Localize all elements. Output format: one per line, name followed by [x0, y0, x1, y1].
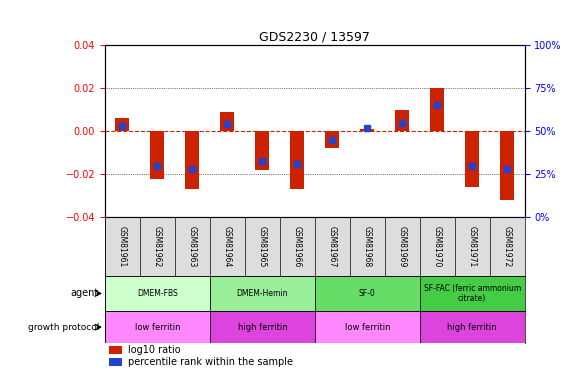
Text: percentile rank within the sample: percentile rank within the sample — [128, 357, 293, 367]
Bar — [500, 131, 514, 200]
Text: SF-0: SF-0 — [359, 289, 375, 298]
Bar — [210, 276, 315, 311]
Text: DMEM-Hemin: DMEM-Hemin — [237, 289, 288, 298]
Bar — [395, 110, 409, 131]
Bar — [105, 311, 210, 343]
Text: GSM81962: GSM81962 — [153, 226, 162, 267]
Text: GSM81968: GSM81968 — [363, 226, 372, 267]
Text: SF-FAC (ferric ammonium
citrate): SF-FAC (ferric ammonium citrate) — [424, 284, 521, 303]
Text: GSM81966: GSM81966 — [293, 226, 302, 267]
Text: GSM81965: GSM81965 — [258, 226, 267, 267]
Bar — [210, 311, 315, 343]
Text: low ferritin: low ferritin — [135, 322, 180, 332]
Text: high ferritin: high ferritin — [237, 322, 287, 332]
Text: GSM81969: GSM81969 — [398, 226, 407, 267]
Text: low ferritin: low ferritin — [345, 322, 390, 332]
Bar — [115, 118, 129, 131]
Text: GSM81972: GSM81972 — [503, 226, 512, 267]
Bar — [360, 129, 374, 131]
Title: GDS2230 / 13597: GDS2230 / 13597 — [259, 31, 370, 44]
Bar — [109, 346, 122, 354]
Text: GSM81964: GSM81964 — [223, 226, 232, 267]
Bar — [220, 112, 234, 131]
Text: growth protocol: growth protocol — [28, 322, 99, 332]
Bar — [109, 358, 122, 366]
Bar — [420, 311, 525, 343]
Text: agent: agent — [71, 288, 99, 298]
Bar — [315, 311, 420, 343]
Bar — [465, 131, 479, 187]
Text: log10 ratio: log10 ratio — [128, 345, 181, 355]
Bar — [430, 88, 444, 131]
Text: GSM81967: GSM81967 — [328, 226, 337, 267]
Text: GSM81963: GSM81963 — [188, 226, 197, 267]
Bar — [150, 131, 164, 178]
Bar — [255, 131, 269, 170]
Bar — [420, 276, 525, 311]
Text: GSM81970: GSM81970 — [433, 226, 442, 267]
Text: DMEM-FBS: DMEM-FBS — [137, 289, 178, 298]
Bar — [185, 131, 199, 189]
Text: high ferritin: high ferritin — [447, 322, 497, 332]
Bar — [315, 276, 420, 311]
Text: GSM81971: GSM81971 — [468, 226, 477, 267]
Text: GSM81961: GSM81961 — [118, 226, 127, 267]
Bar — [105, 276, 210, 311]
Bar — [325, 131, 339, 148]
Bar — [290, 131, 304, 189]
